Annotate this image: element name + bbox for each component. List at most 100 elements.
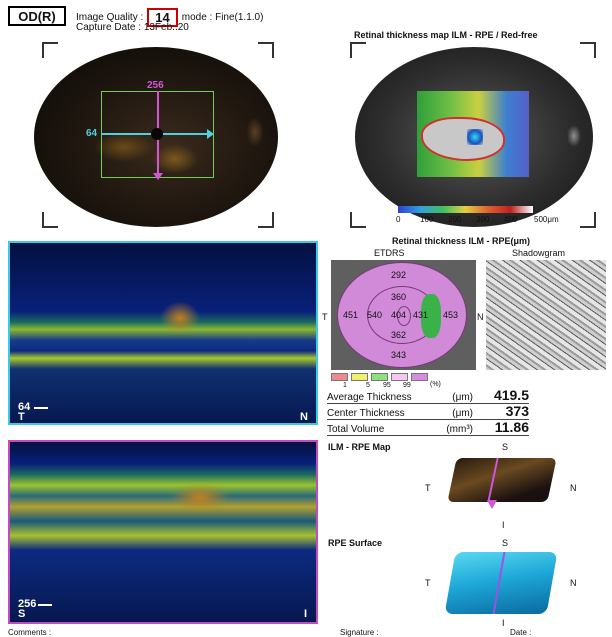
- eye-label: OD(R): [8, 6, 66, 26]
- arrow-right-icon: [34, 407, 48, 409]
- thickness-map-title: Retinal thickness map ILM - RPE / Red-fr…: [354, 30, 538, 40]
- metric-average-thickness: Average Thickness (μm) 419.5: [327, 387, 529, 404]
- legend-tick: 95: [383, 382, 391, 389]
- etdrs-value: 540: [367, 310, 383, 320]
- rpe-dir-top: S: [502, 538, 509, 548]
- metric-label: Total Volume: [327, 424, 385, 435]
- scale-tick: 200: [448, 215, 462, 224]
- arrow-down-icon: [153, 173, 163, 180]
- oct-scan-bottom[interactable]: 256 S I: [8, 440, 318, 624]
- arrow-down-icon: [487, 500, 497, 509]
- map-scan-line: [487, 458, 499, 502]
- color-scale-bar: [398, 206, 533, 213]
- legend-swatch: [391, 373, 408, 381]
- metric-value: 419.5: [493, 387, 529, 403]
- etdrs-side-t: T: [322, 312, 328, 322]
- thickness-hotspot: [421, 117, 505, 161]
- surface-scan-line: [492, 552, 506, 614]
- mode-text: mode : Fine(1.1.0): [181, 12, 264, 23]
- vertical-scan-number: 256: [147, 80, 164, 91]
- oct-scan-top[interactable]: 64 T N: [8, 241, 318, 425]
- etdrs-value: 343: [391, 350, 407, 360]
- frame-corner: [258, 212, 274, 228]
- shadowgram-image: [486, 260, 606, 370]
- ilm-rpe-3d-map[interactable]: [447, 458, 557, 502]
- legend-tick: 1: [343, 382, 347, 389]
- etdrs-value: 431: [413, 310, 429, 320]
- etdrs-grid[interactable]: 292 360 451 540 404 431 453 362 343: [331, 260, 476, 370]
- quality-label: Image Quality :: [76, 12, 144, 23]
- oct-lesion: [160, 301, 200, 335]
- red-free-image: [355, 47, 593, 227]
- etdrs-value: 404: [391, 310, 407, 320]
- etdrs-value: 453: [443, 310, 459, 320]
- frame-corner: [350, 212, 366, 228]
- legend-swatch: [331, 373, 348, 381]
- metric-value: 373: [505, 403, 529, 419]
- rpe-surface-3d[interactable]: [444, 552, 558, 614]
- rpe-dir-right: N: [570, 578, 577, 588]
- horizontal-scan-number: 64: [86, 128, 98, 139]
- oct-scan-number: 256: [18, 598, 37, 610]
- ilm-rpe-map-title: ILM - RPE Map: [328, 442, 391, 452]
- legend-unit: (%): [430, 381, 441, 388]
- frame-corner: [42, 212, 58, 228]
- etdrs-side-n: N: [477, 312, 484, 322]
- metric-total-volume: Total Volume (mm³) 11.86: [327, 419, 529, 436]
- ilm-dir-left: T: [425, 483, 431, 493]
- rpe-dir-bottom: I: [502, 618, 505, 628]
- legend-swatch: [371, 373, 388, 381]
- optic-disc: [567, 125, 581, 147]
- frame-corner: [580, 212, 596, 228]
- arrow-right-icon: [207, 129, 214, 139]
- rpe-dir-left: T: [425, 578, 431, 588]
- etdrs-value: 292: [391, 270, 407, 280]
- thickness-center: [467, 129, 483, 145]
- frame-corner: [350, 42, 366, 58]
- legend-tick: 5: [366, 382, 370, 389]
- legend-swatch: [411, 373, 428, 381]
- frame-corner: [42, 42, 58, 58]
- oct-dir-right: I: [304, 608, 308, 620]
- scale-tick: 300: [476, 215, 490, 224]
- lesion-area: [94, 132, 154, 162]
- oct-lesion: [170, 482, 230, 512]
- arrow-right-icon: [38, 604, 52, 606]
- legend-tick: 99: [403, 382, 411, 389]
- shadowgram-label: Shadowgram: [512, 248, 566, 258]
- scale-tick: 0: [396, 215, 401, 224]
- oct-scan-number: 64: [18, 401, 31, 413]
- metric-unit: (μm): [452, 392, 473, 403]
- ilm-dir-bottom: I: [502, 520, 505, 530]
- lesion-area: [152, 144, 198, 174]
- metric-center-thickness: Center Thickness (μm) 373: [327, 403, 529, 420]
- metric-unit: (mm³): [446, 424, 473, 435]
- date-label: Date :: [510, 628, 532, 637]
- etdrs-label: ETDRS: [374, 248, 405, 258]
- scale-tick: 100: [420, 215, 434, 224]
- etdrs-value: 360: [391, 292, 407, 302]
- etdrs-value: 362: [391, 330, 407, 340]
- capture-date: Capture Date : 13Feb..20: [76, 22, 189, 33]
- etdrs-center-ring: [397, 306, 411, 326]
- metric-label: Center Thickness: [327, 408, 405, 419]
- oct-dir-left: T: [18, 411, 25, 423]
- comments-label: Comments :: [8, 628, 52, 637]
- scale-tick: 400: [504, 215, 518, 224]
- metric-value: 11.86: [494, 419, 529, 435]
- signature-label: Signature :: [340, 628, 379, 637]
- legend-swatch: [351, 373, 368, 381]
- rpe-surface-title: RPE Surface: [328, 538, 383, 548]
- metric-unit: (μm): [452, 408, 473, 419]
- frame-corner: [258, 42, 274, 58]
- oct-dir-right: N: [300, 411, 308, 423]
- color-scale-ticks: 0 100 200 300 400 500μm: [396, 215, 559, 225]
- quality-line: Image Quality : 14 mode : Fine(1.1.0): [76, 8, 263, 27]
- fovea-marker: [151, 128, 163, 140]
- ilm-dir-top: S: [502, 442, 509, 452]
- etdrs-section-title: Retinal thickness ILM - RPE(μm): [392, 236, 531, 246]
- optic-disc: [246, 117, 264, 147]
- ilm-dir-right: N: [570, 483, 577, 493]
- etdrs-nasal-highlight: [421, 294, 441, 338]
- oct-dir-left: S: [18, 608, 26, 620]
